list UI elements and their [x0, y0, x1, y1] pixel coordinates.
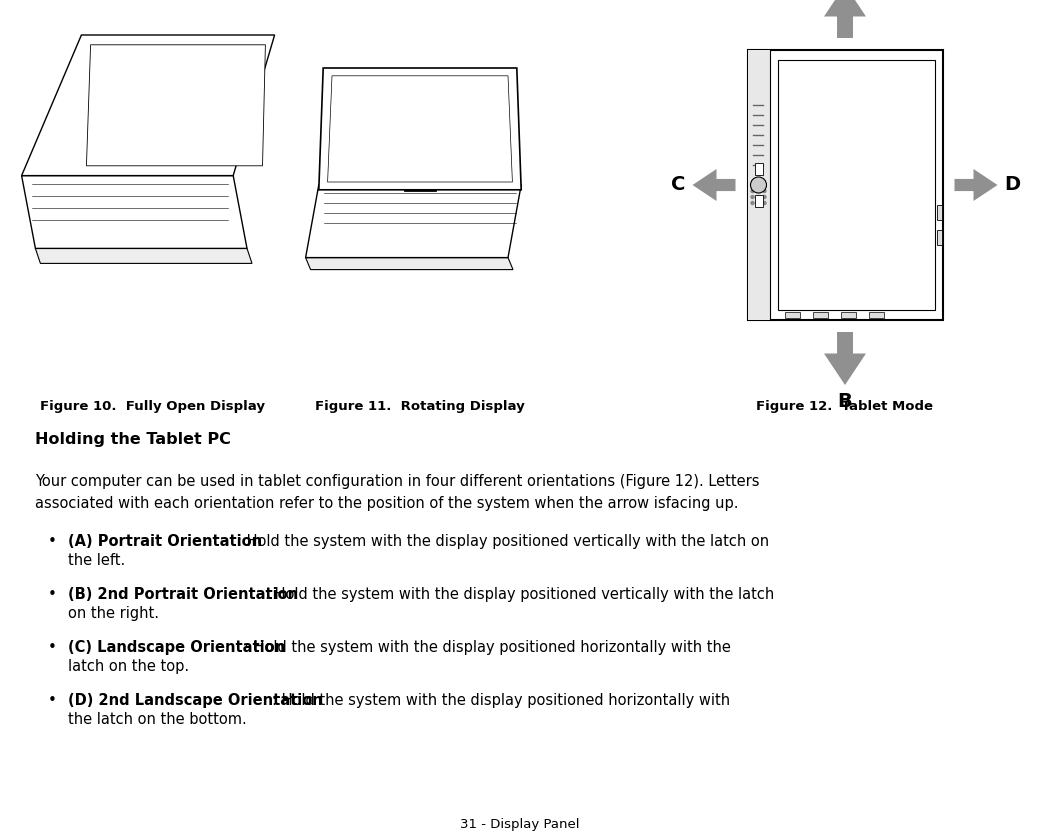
Text: Figure 10.  Fully Open Display: Figure 10. Fully Open Display [40, 400, 265, 413]
Circle shape [757, 190, 760, 192]
Text: Figure 12.  Tablet Mode: Figure 12. Tablet Mode [756, 400, 934, 413]
Bar [936, 230, 941, 245]
Circle shape [751, 195, 754, 199]
Text: •: • [48, 587, 57, 602]
Bar [748, 50, 942, 320]
Bar [936, 205, 941, 220]
Text: (A) Portrait Orientation: (A) Portrait Orientation [68, 534, 262, 549]
Polygon shape [328, 76, 513, 182]
Circle shape [757, 184, 760, 186]
Polygon shape [22, 175, 248, 248]
Polygon shape [35, 248, 252, 263]
Text: : Hold the system with the display positioned vertically with the latch: : Hold the system with the display posit… [265, 587, 775, 602]
Text: •: • [48, 693, 57, 708]
Polygon shape [693, 169, 735, 201]
Text: the latch on the bottom.: the latch on the bottom. [68, 712, 246, 727]
Text: C: C [671, 175, 685, 195]
Circle shape [763, 190, 766, 192]
Bar [754, 195, 762, 207]
Text: : Hold the system with the display positioned horizontally with the: : Hold the system with the display posit… [244, 640, 731, 655]
Text: Your computer can be used in tablet configuration in four different orientations: Your computer can be used in tablet conf… [35, 474, 759, 489]
Text: : Hold the system with the display positioned horizontally with: : Hold the system with the display posit… [272, 693, 730, 708]
Bar [868, 312, 884, 318]
Circle shape [763, 195, 766, 199]
Circle shape [757, 195, 760, 199]
Circle shape [751, 190, 754, 192]
Text: associated with each orientation refer to the position of the system when the ar: associated with each orientation refer t… [35, 496, 738, 511]
Circle shape [763, 201, 766, 205]
Bar [784, 312, 800, 318]
Text: •: • [48, 534, 57, 549]
Text: Holding the Tablet PC: Holding the Tablet PC [35, 432, 231, 447]
Circle shape [751, 201, 754, 205]
Polygon shape [824, 332, 866, 385]
Circle shape [751, 184, 754, 186]
Bar [748, 50, 770, 320]
Text: 31 - Display Panel: 31 - Display Panel [461, 818, 579, 831]
Polygon shape [86, 44, 265, 166]
Text: (B) 2nd Portrait Orientation: (B) 2nd Portrait Orientation [68, 587, 298, 602]
Circle shape [763, 184, 766, 186]
Circle shape [751, 177, 766, 193]
Polygon shape [22, 35, 275, 175]
Text: (C) Landscape Orientation: (C) Landscape Orientation [68, 640, 285, 655]
Text: •: • [48, 640, 57, 655]
Bar [754, 163, 762, 175]
Text: B: B [837, 392, 853, 411]
Polygon shape [306, 185, 521, 258]
Bar [812, 312, 828, 318]
Polygon shape [824, 0, 866, 38]
Bar [840, 312, 856, 318]
Text: Figure 11.  Rotating Display: Figure 11. Rotating Display [315, 400, 525, 413]
Text: (D) 2nd Landscape Orientation: (D) 2nd Landscape Orientation [68, 693, 322, 708]
Text: on the right.: on the right. [68, 606, 159, 621]
Polygon shape [319, 68, 521, 190]
Text: : Hold the system with the display positioned vertically with the latch on: : Hold the system with the display posit… [237, 534, 770, 549]
Bar [778, 60, 935, 310]
Text: D: D [1005, 175, 1020, 195]
Text: the left.: the left. [68, 553, 125, 568]
Text: latch on the top.: latch on the top. [68, 659, 189, 674]
Polygon shape [955, 169, 997, 201]
Circle shape [757, 201, 760, 205]
Polygon shape [306, 258, 513, 269]
